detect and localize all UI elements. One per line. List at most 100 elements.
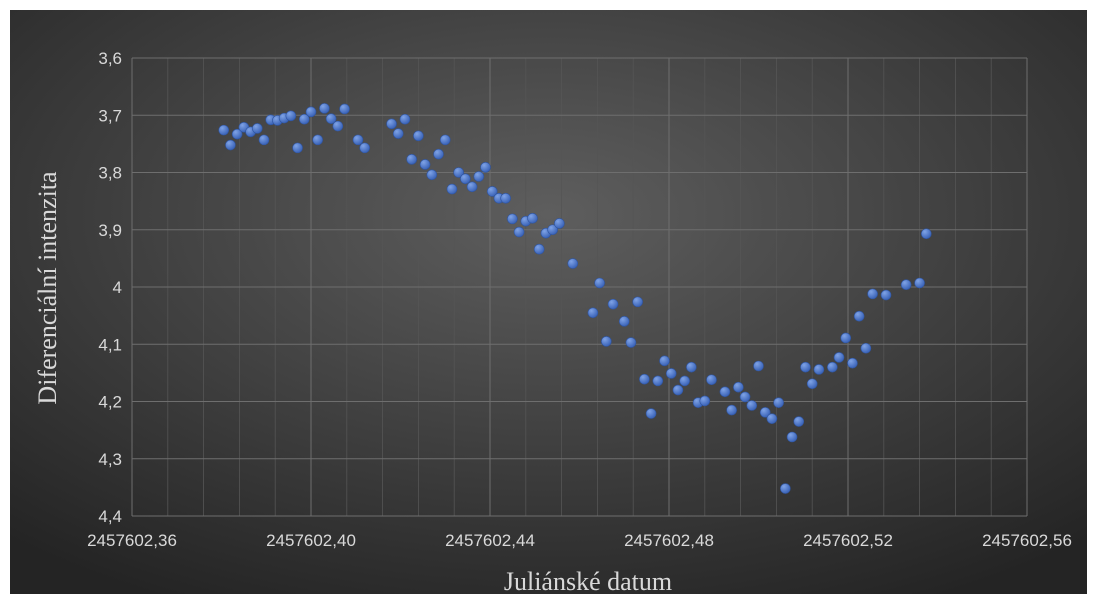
data-point: [554, 218, 565, 229]
y-tick-label: 3,8: [98, 164, 122, 183]
data-point: [607, 298, 619, 310]
x-tick-label: 2457602,40: [266, 531, 356, 550]
data-point: [359, 142, 371, 154]
data-point: [914, 277, 925, 289]
data-point: [665, 368, 677, 379]
y-tick-label: 3,9: [98, 221, 122, 240]
data-point: [500, 192, 511, 204]
data-point: [766, 413, 778, 424]
x-axis-title: Juliánské datum: [504, 567, 672, 594]
data-point: [218, 124, 230, 136]
y-tick-label: 4,3: [98, 450, 122, 469]
data-point: [672, 384, 684, 396]
data-point: [645, 408, 657, 419]
x-tick-labels: 2457602,36 2457602,40 2457602,44 2457602,48…: [87, 531, 1072, 550]
data-point: [312, 134, 324, 146]
y-tick-label: 3,6: [98, 49, 122, 68]
y-tick-label: 3,7: [98, 106, 122, 125]
y-tick-labels: 3,6 3,7 3,8 3,9 4 4,1 4,2 4,3 4,4: [98, 49, 122, 526]
data-point: [480, 162, 491, 173]
data-point: [392, 128, 404, 139]
data-point: [726, 404, 737, 416]
data-point: [601, 336, 612, 347]
data-point: [867, 288, 878, 300]
data-point: [860, 342, 872, 354]
data-point: [339, 103, 350, 115]
data-point: [853, 310, 865, 322]
data-point: [352, 134, 364, 146]
data-point: [699, 395, 711, 407]
data-point: [426, 169, 438, 181]
x-tick-label: 2457602,52: [803, 531, 893, 550]
data-point: [679, 375, 690, 387]
data-point: [527, 213, 538, 224]
y-axis-title: Diferenciální intenzita: [33, 171, 62, 405]
data-point: [759, 407, 771, 418]
data-point: [332, 120, 344, 132]
data-point: [567, 258, 579, 269]
data-point: [921, 228, 932, 240]
data-point: [319, 103, 330, 114]
data-point: [686, 361, 697, 373]
x-tick-label: 2457602,56: [982, 531, 1072, 550]
chart-background: [10, 10, 1087, 594]
data-point: [386, 118, 397, 130]
data-point: [746, 400, 758, 411]
data-point: [439, 134, 451, 146]
data-point: [419, 159, 431, 170]
data-point: [587, 307, 599, 319]
data-point: [639, 373, 650, 385]
data-point: [780, 483, 791, 494]
data-point: [305, 106, 317, 118]
data-point: [813, 364, 825, 375]
data-point: [833, 352, 845, 363]
data-point: [466, 181, 478, 193]
data-point: [231, 128, 243, 140]
x-tick-label: 2457602,44: [445, 531, 535, 550]
data-point: [547, 224, 558, 236]
data-point: [733, 381, 744, 393]
data-point: [533, 243, 545, 255]
data-point: [513, 226, 525, 238]
data-point: [793, 416, 805, 427]
x-tick-label: 2457602,48: [624, 531, 714, 550]
data-point: [225, 139, 236, 151]
data-point: [827, 361, 838, 373]
data-point: [800, 361, 811, 373]
data-point: [292, 142, 303, 154]
data-point: [773, 397, 784, 408]
data-point: [252, 123, 263, 134]
data-point: [594, 277, 605, 289]
data-point: [413, 130, 424, 142]
data-point: [446, 183, 458, 195]
x-tick-label: 2457602,36: [87, 531, 177, 550]
y-tick-label: 4,2: [98, 393, 122, 412]
data-point: [840, 332, 852, 344]
data-point: [753, 360, 764, 372]
y-tick-label: 4,4: [98, 507, 122, 526]
data-point: [473, 171, 485, 182]
data-point: [719, 386, 731, 398]
data-points: [218, 103, 932, 494]
data-point: [433, 148, 444, 160]
data-point: [659, 355, 670, 367]
data-point: [625, 337, 637, 348]
data-point: [900, 279, 912, 291]
grid-lines: [131, 57, 1028, 517]
data-point: [285, 110, 297, 122]
data-point: [298, 113, 310, 125]
data-point: [460, 173, 471, 185]
data-point: [399, 113, 411, 125]
data-point: [325, 113, 337, 124]
data-point: [632, 296, 643, 308]
data-point: [739, 391, 751, 403]
data-point: [453, 167, 464, 178]
data-point: [406, 154, 417, 165]
data-point: [258, 134, 270, 146]
data-point: [507, 213, 518, 225]
data-point: [706, 374, 717, 386]
y-tick-label: 4,1: [98, 335, 122, 354]
scatter-chart: 3,63,73,83,944,14,24,34,4 2457602,36 2457…: [10, 10, 1087, 594]
y-tick-label: 4: [113, 278, 122, 297]
data-point: [486, 186, 498, 197]
